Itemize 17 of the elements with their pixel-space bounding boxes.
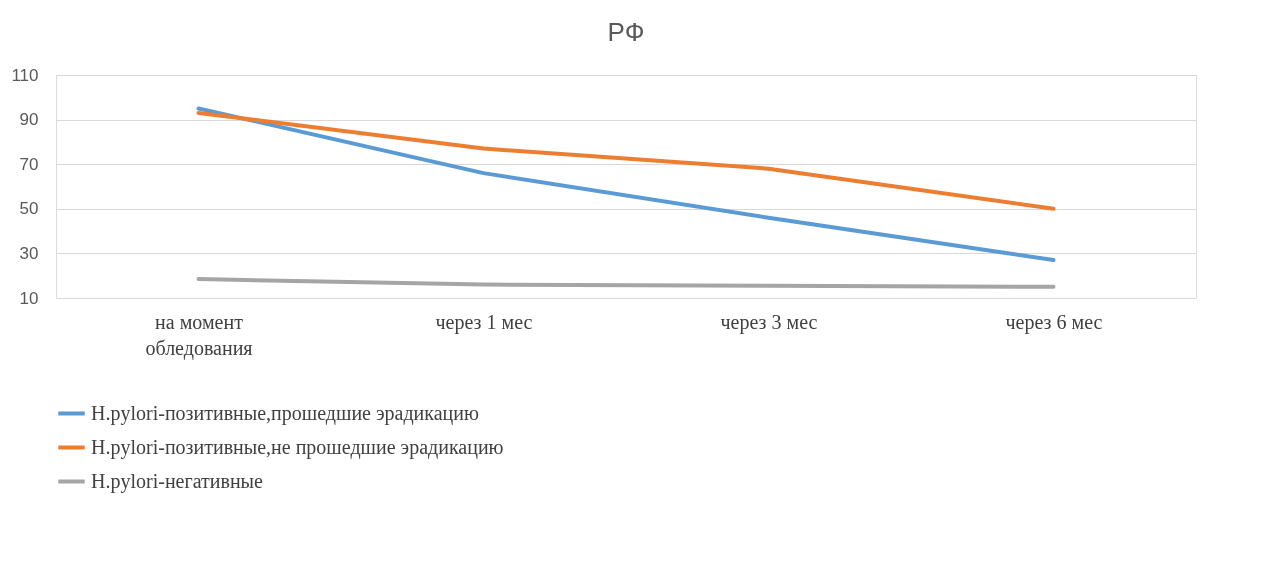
- line-series: [196, 106, 1056, 263]
- legend-label: H.pylori-позитивные,прошедшие эрадикацию: [91, 401, 479, 425]
- y-tick-label: 50: [19, 199, 39, 219]
- y-tick-label: 10: [19, 288, 39, 308]
- y-tick-label: 90: [19, 110, 39, 130]
- y-tick-label: 70: [19, 154, 39, 174]
- line-series: [196, 110, 1056, 211]
- y-tick-label: 110: [11, 65, 39, 85]
- x-tick-label: через 6 мес: [1005, 310, 1103, 334]
- chart-title: РФ: [607, 17, 645, 47]
- y-tick-label: 30: [19, 243, 39, 263]
- line-series: [196, 277, 1056, 289]
- x-tick-label: через 3 мес: [720, 310, 818, 334]
- x-tick-label: через 1 мес: [435, 310, 533, 334]
- legend-label: H.pylori-негативные: [91, 469, 264, 493]
- x-tick-label: на момент обледования: [145, 310, 253, 360]
- legend-label: H.pylori-позитивные,не прошедшие эрадикацию: [91, 435, 504, 459]
